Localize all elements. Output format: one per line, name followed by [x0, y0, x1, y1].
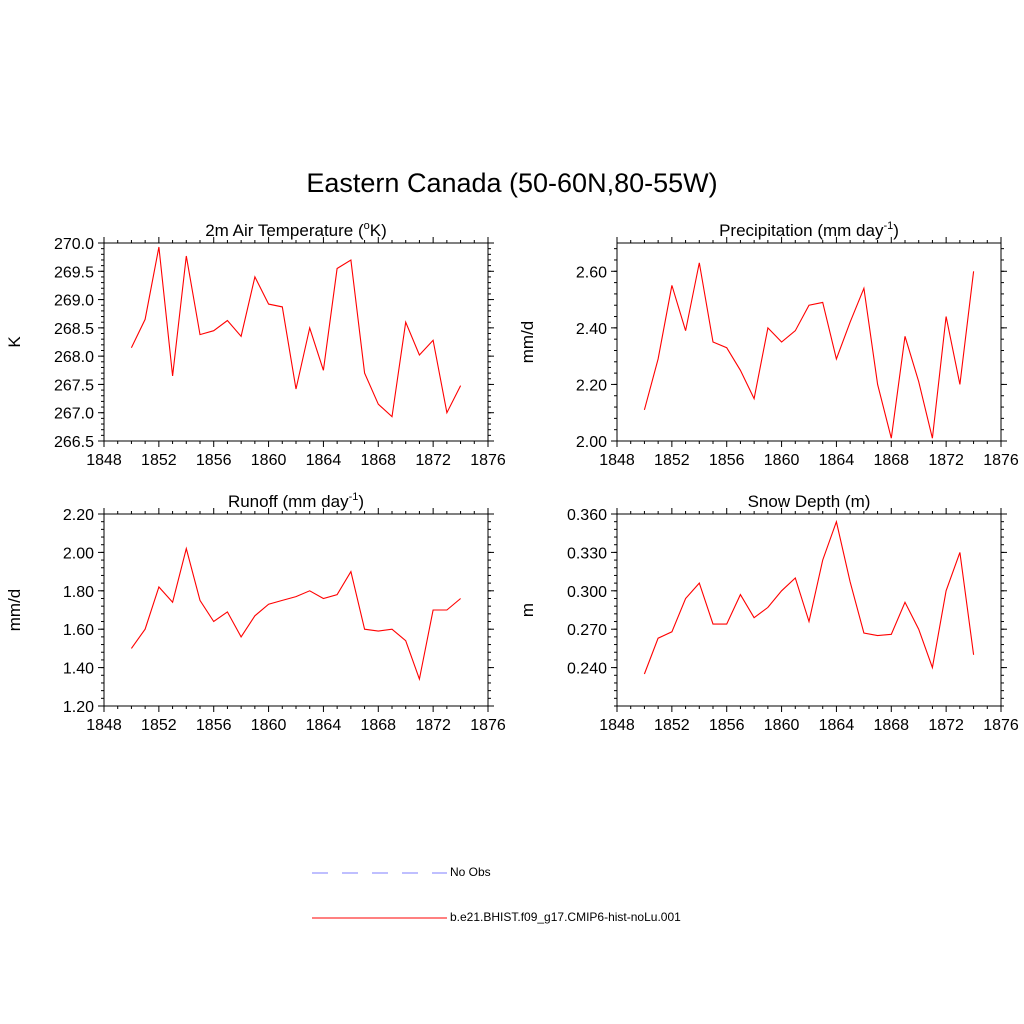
y-tick-label: 268.0: [54, 349, 94, 366]
x-tick-label: 1872: [928, 452, 964, 469]
y-axis-label: mm/d: [5, 589, 24, 632]
x-tick-label: 1856: [709, 452, 745, 469]
x-tick-label: 1868: [360, 717, 396, 734]
plot-frame: [616, 513, 1002, 707]
page-title: Eastern Canada (50-60N,80-55W): [306, 168, 718, 198]
y-tick-label: 1.20: [63, 699, 94, 716]
x-tick-label: 1872: [415, 452, 451, 469]
panel-title: 2m Air Temperature (oK): [205, 220, 387, 240]
y-tick-label: 2.00: [63, 545, 94, 562]
x-tick-label: 1876: [983, 717, 1019, 734]
x-tick-label: 1876: [470, 452, 506, 469]
x-tick-label: 1852: [654, 452, 690, 469]
y-tick-label: 269.5: [54, 264, 94, 281]
y-tick-label: 2.20: [63, 507, 94, 524]
panel-title: Snow Depth (m): [748, 492, 871, 511]
x-tick-label: 1848: [86, 452, 122, 469]
x-tick-label: 1860: [764, 452, 800, 469]
y-tick-label: 0.270: [567, 622, 607, 639]
y-tick-label: 266.5: [54, 434, 94, 451]
legend-label-no-obs: No Obs: [450, 865, 491, 879]
y-tick-label: 0.360: [567, 507, 607, 524]
x-tick-label: 1876: [470, 717, 506, 734]
y-tick-label: 2.60: [576, 264, 607, 281]
y-tick-label: 0.330: [567, 545, 607, 562]
y-tick-label: 1.60: [63, 622, 94, 639]
x-tick-label: 1856: [196, 452, 232, 469]
x-tick-label: 1848: [86, 717, 122, 734]
x-tick-label: 1852: [141, 452, 177, 469]
series-line: [130, 246, 462, 418]
x-tick-label: 1848: [599, 717, 635, 734]
x-tick-label: 1856: [196, 717, 232, 734]
y-tick-label: 2.40: [576, 321, 607, 338]
x-tick-label: 1868: [873, 717, 909, 734]
y-tick-label: 269.0: [54, 293, 94, 310]
x-tick-label: 1876: [983, 452, 1019, 469]
x-tick-label: 1868: [360, 452, 396, 469]
y-tick-label: 0.240: [567, 661, 607, 678]
x-tick-label: 1860: [251, 717, 287, 734]
y-tick-label: 267.0: [54, 406, 94, 423]
x-tick-label: 1872: [928, 717, 964, 734]
x-tick-label: 1848: [599, 452, 635, 469]
y-tick-label: 270.0: [54, 236, 94, 253]
y-tick-label: 2.20: [576, 377, 607, 394]
y-axis-label: mm/d: [518, 321, 537, 364]
plot-frame: [103, 513, 489, 707]
y-axis-label: m: [518, 603, 537, 617]
x-tick-label: 1860: [251, 452, 287, 469]
x-tick-label: 1872: [415, 717, 451, 734]
x-tick-label: 1856: [709, 717, 745, 734]
y-tick-label: 1.80: [63, 584, 94, 601]
series-line: [643, 519, 975, 675]
legend-label-model: b.e21.BHIST.f09_g17.CMIP6-hist-noLu.001: [450, 910, 681, 924]
x-tick-label: 1864: [819, 717, 855, 734]
x-tick-label: 1860: [764, 717, 800, 734]
y-tick-label: 0.300: [567, 584, 607, 601]
chart-panel-2: 1848 1852 1856 1860 1864 1868 1872 1876 2.00 2.20…: [518, 220, 1019, 469]
chart-panel-3: 1848 1852 1856 1860 1864 1868 1872 1876 1.20 1.40…: [5, 491, 506, 734]
y-axis-label: K: [5, 336, 24, 348]
y-tick-label: 268.5: [54, 321, 94, 338]
y-tick-label: 2.00: [576, 434, 607, 451]
x-tick-label: 1868: [873, 452, 909, 469]
y-tick-label: 267.5: [54, 377, 94, 394]
series-line: [643, 262, 975, 439]
chart-panel-1: 1848 1852 1856 1860 1864 1868 1872 1876 266.5 267…: [5, 220, 506, 469]
chart-panel-4: 1848 1852 1856 1860 1864 1868 1872 1876 0.240 0.2…: [518, 492, 1019, 734]
x-tick-label: 1864: [819, 452, 855, 469]
x-tick-label: 1864: [306, 452, 342, 469]
y-tick-label: 1.40: [63, 661, 94, 678]
panel-title: Runoff (mm day-1): [228, 491, 364, 511]
series-line: [130, 546, 461, 682]
x-tick-label: 1852: [141, 717, 177, 734]
x-tick-label: 1852: [654, 717, 690, 734]
panel-title: Precipitation (mm day-1): [719, 220, 899, 240]
x-tick-label: 1864: [306, 717, 342, 734]
